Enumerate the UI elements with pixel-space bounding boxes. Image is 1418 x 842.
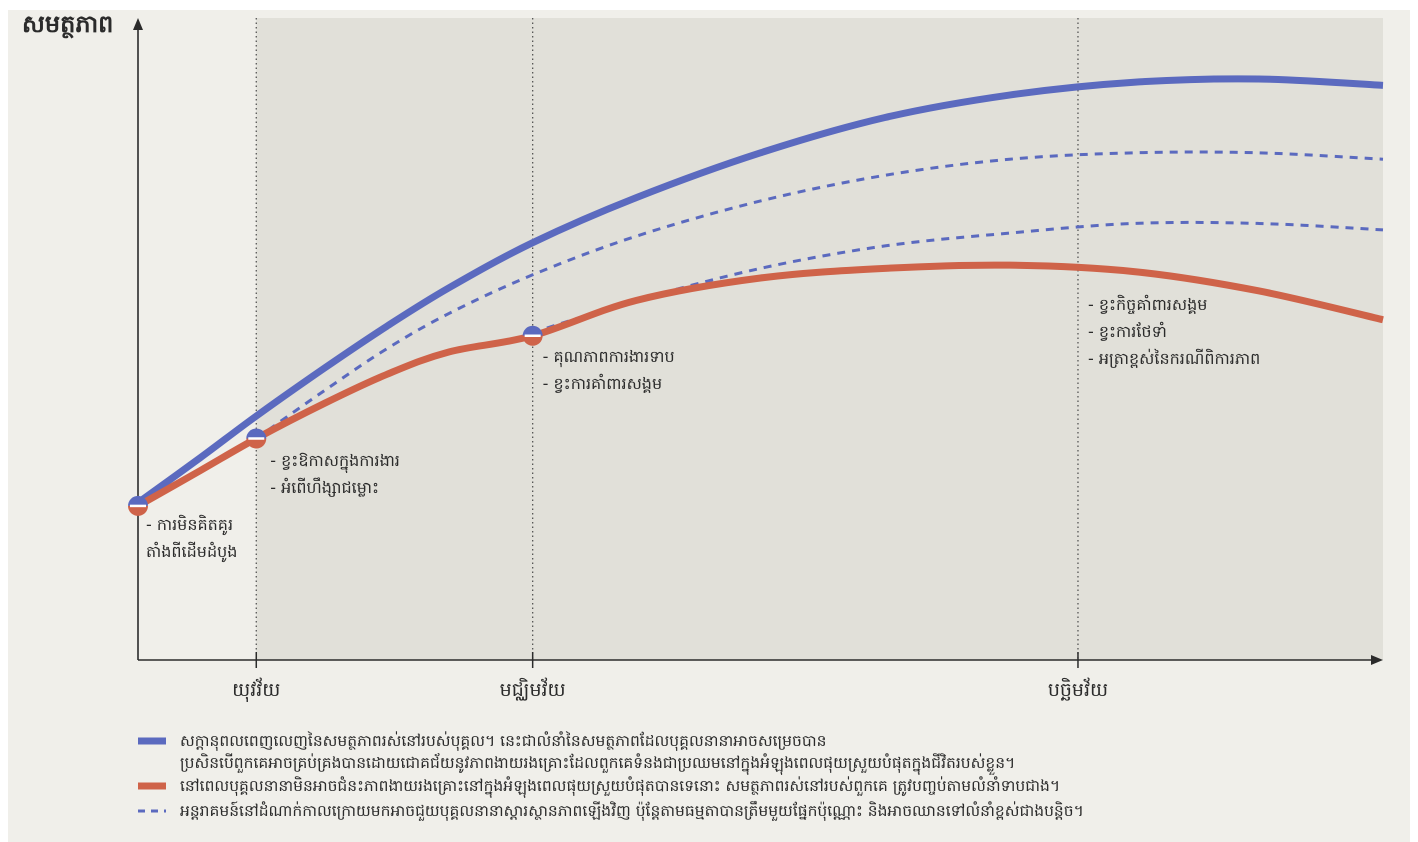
- x-tick-label: បច្ឆិមវ័យ: [1048, 677, 1108, 701]
- stage-note: - ខ្វះកិច្ចគាំពារសង្គម: [1088, 294, 1207, 314]
- stage-note: - អត្រាខ្ពស់នៃករណីពិការភាព: [1088, 348, 1260, 368]
- marker-top: [246, 428, 267, 439]
- legend-text-actual: នៅពេលបុគ្គលនានាមិនអាចជំនះភាពងាយរងគ្រោះនៅ…: [180, 776, 1060, 798]
- note-origin: - ការមិនគិតគូរ: [146, 514, 233, 536]
- series-actual: [136, 261, 1384, 509]
- note-origin: តាំងពីដើមដំបូង: [146, 541, 237, 563]
- stage-note: - ខ្វះការគាំពារសង្គម: [543, 373, 662, 393]
- shaded-region: [256, 18, 1383, 660]
- legend-text-interventions: អន្តរាគមន៍នៅដំណាក់កាលក្រោយមកអាចជួយបុគ្គល…: [180, 800, 1084, 821]
- marker-top: [522, 325, 543, 336]
- series-intervention-upper: [255, 150, 1384, 440]
- marker-bottom: [522, 335, 543, 346]
- x-tick-label: មជ្ឈិមវ័យ: [500, 677, 566, 701]
- milestone-marker: [246, 428, 267, 449]
- legend-text-potential: សក្តានុពលពេញលេញនៃសមត្ថភាពរស់នៅរបស់បុគ្គល…: [180, 731, 826, 751]
- marker-bottom: [246, 438, 267, 449]
- stage-note: - អំពើហឹង្សាជម្លោះ: [270, 477, 379, 497]
- x-axis-arrow: [1371, 655, 1383, 665]
- legend-text-potential: ប្រសិនបើពួកគេអាចគ្រប់គ្រងបានដោយជោគជ័យនូវ…: [180, 752, 1015, 775]
- series-potential: [135, 75, 1384, 506]
- series-intervention-lower: [532, 220, 1384, 335]
- milestone-marker: [128, 495, 148, 516]
- stage-note: - ខ្វះការថែទាំ: [1088, 321, 1167, 341]
- marker-bottom: [128, 505, 148, 516]
- milestone-marker: [522, 325, 543, 346]
- stage-note: - ខ្វះឱកាសក្នុងការងារ: [270, 451, 400, 474]
- stage-note: - គុណភាពការងារទាប: [543, 347, 675, 368]
- marker-top: [128, 495, 148, 506]
- y-axis-label: សមត្ថភាព: [22, 10, 113, 39]
- y-axis-arrow: [133, 18, 143, 30]
- x-tick-label: យុវវ័យ: [232, 677, 280, 703]
